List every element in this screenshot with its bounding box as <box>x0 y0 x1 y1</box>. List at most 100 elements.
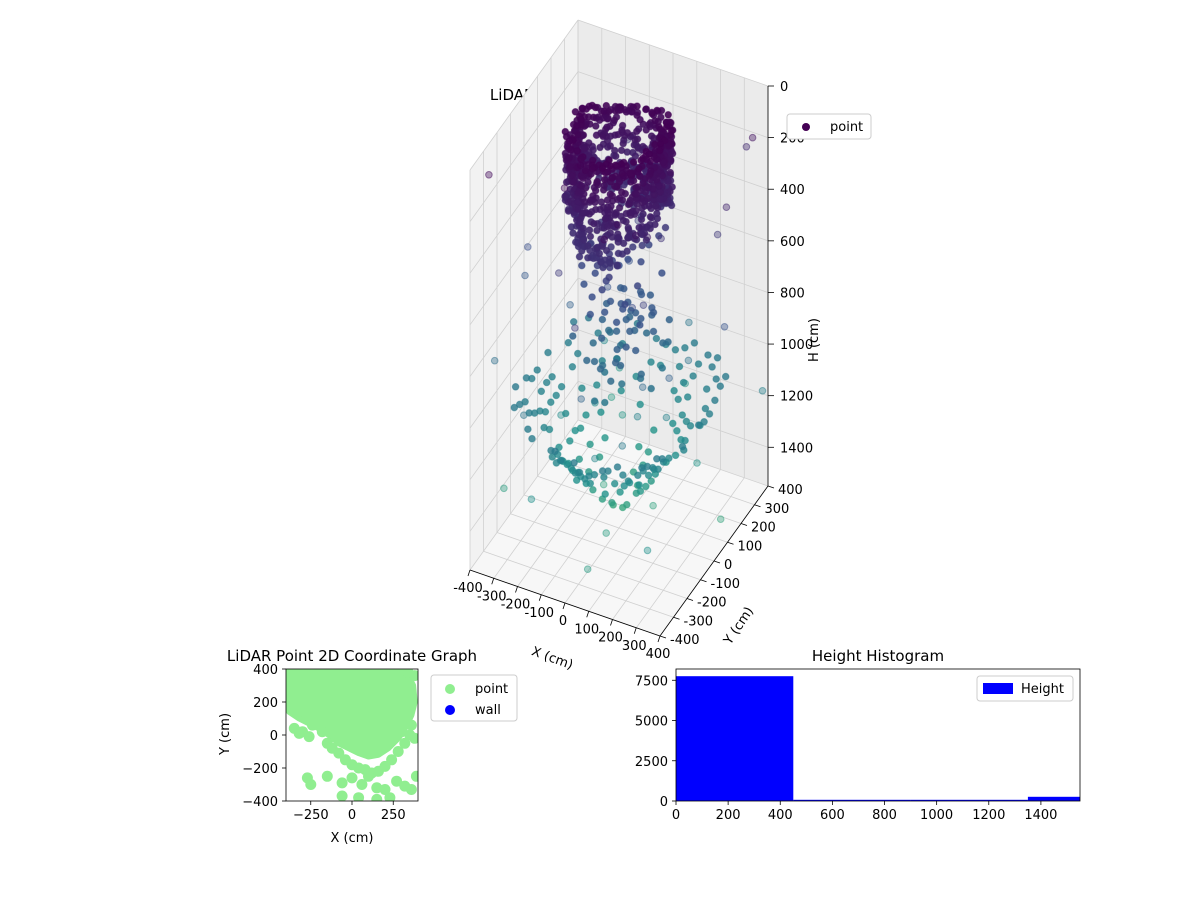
chart-2d-plot-area <box>285 668 419 802</box>
histogram-legend-marker <box>983 683 1013 694</box>
grid-z-back <box>577 277 769 345</box>
y-tick-label: 300 <box>765 502 790 517</box>
data-point <box>561 192 569 201</box>
data-point <box>665 315 674 324</box>
grid-z-left <box>469 226 579 377</box>
data-point <box>569 178 578 186</box>
data-point <box>658 269 666 277</box>
data-point <box>510 403 519 412</box>
data-point <box>569 318 578 326</box>
data-point <box>671 451 680 460</box>
y-tick-mark <box>740 523 748 526</box>
data-point <box>650 426 658 434</box>
data-point <box>679 378 688 387</box>
data-point <box>606 142 615 150</box>
x-tick-mark <box>610 619 613 626</box>
data-point <box>524 425 532 434</box>
data-point <box>711 396 719 405</box>
y-tick-mark <box>659 635 667 639</box>
data-point <box>612 152 620 160</box>
data-point <box>606 229 615 237</box>
y-tick-label: -100 <box>711 577 741 592</box>
data-point <box>689 372 697 380</box>
data-point <box>624 255 632 264</box>
data-point <box>305 779 317 790</box>
data-point <box>608 174 616 182</box>
grid-z-back <box>577 329 769 397</box>
data-point <box>405 784 417 795</box>
data-point <box>592 131 601 139</box>
z-tick-label: 0 <box>780 80 788 95</box>
data-point <box>748 133 757 142</box>
data-point <box>321 770 333 782</box>
data-point <box>626 327 634 336</box>
data-point <box>569 332 577 340</box>
data-point <box>622 315 631 324</box>
data-point <box>620 284 628 293</box>
data-point <box>621 300 629 309</box>
data-point <box>391 775 403 787</box>
data-point <box>561 409 570 418</box>
data-point <box>485 171 493 179</box>
data-point <box>614 106 623 115</box>
data-point <box>564 207 573 215</box>
data-point <box>704 351 712 359</box>
data-point <box>636 487 645 496</box>
chart-3d-ticks: -400-300-200-1000100200300400-400-300-20… <box>453 80 813 662</box>
x-tick-label: 200 <box>716 808 741 823</box>
data-point <box>585 210 594 218</box>
data-point <box>596 365 605 373</box>
z-tick-label: 1400 <box>780 441 813 456</box>
data-point <box>578 261 586 270</box>
x-tick-label: 300 <box>622 639 647 654</box>
data-point <box>720 323 729 331</box>
grid-z-left <box>469 277 579 429</box>
x-tick-label: 400 <box>646 647 671 662</box>
grid-y-floor <box>510 513 701 581</box>
x-tick-label: −250 <box>293 808 329 823</box>
x-tick-mark <box>467 569 471 577</box>
data-point <box>637 258 645 266</box>
data-point <box>613 195 622 204</box>
histogram-legend-label: Height <box>1021 682 1064 697</box>
data-point <box>610 479 619 488</box>
data-point <box>619 471 627 479</box>
data-point <box>612 208 621 217</box>
x-tick-mark <box>586 611 590 618</box>
data-point <box>637 370 646 379</box>
data-point <box>649 308 658 317</box>
data-point <box>610 116 619 125</box>
data-point <box>588 164 597 173</box>
y-tick-label: −200 <box>242 762 278 777</box>
data-point <box>572 122 581 130</box>
data-point <box>567 145 575 154</box>
data-point <box>612 327 621 336</box>
chart-2d-ticks: −250 0 250 −400 −200 0 200 400 <box>242 663 405 823</box>
data-point <box>316 726 328 738</box>
data-point <box>521 271 529 280</box>
data-point <box>693 459 701 467</box>
data-point <box>652 202 660 210</box>
data-point <box>560 184 569 192</box>
data-point <box>705 410 714 418</box>
data-point <box>661 223 670 232</box>
data-point <box>574 131 582 139</box>
data-point <box>577 115 586 124</box>
y-tick-mark <box>673 616 680 620</box>
data-point <box>702 385 711 393</box>
data-point <box>633 127 641 136</box>
data-point <box>586 440 594 449</box>
chart-3d-legend-label: point <box>830 120 863 135</box>
data-point <box>363 669 374 678</box>
data-point <box>603 222 612 231</box>
data-point <box>396 726 407 738</box>
data-point <box>597 258 605 266</box>
data-point <box>599 480 608 489</box>
data-point <box>573 147 582 155</box>
data-point <box>552 391 561 400</box>
chart-2d-title: LiDAR Point 2D Coordinate Graph <box>227 647 477 665</box>
data-point <box>589 486 597 494</box>
data-point <box>649 501 657 510</box>
data-point <box>651 117 660 125</box>
